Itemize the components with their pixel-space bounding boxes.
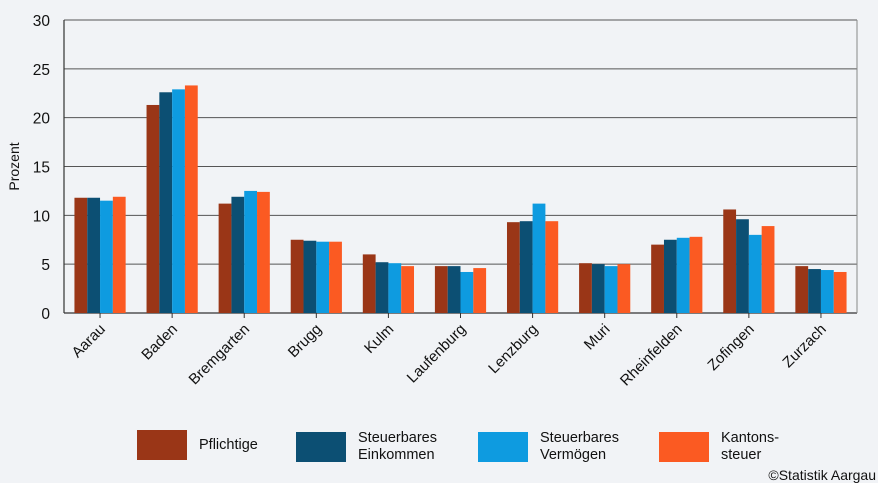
legend-swatch-steuerbares-einkommen: [296, 432, 346, 462]
bar-zurzach-series-3: [833, 271, 847, 313]
y-tick-label: 20: [33, 111, 51, 128]
bar-laufenburg-series-1: [447, 266, 461, 313]
bar-rheinfelden-series-0: [651, 244, 664, 313]
bar-muri-series-2: [604, 266, 618, 313]
x-tick-label: Brugg: [285, 321, 325, 361]
bar-kulm-series-2: [388, 263, 402, 313]
x-tick-label: Laufenburg: [404, 321, 470, 387]
bar-aarau-series-1: [87, 197, 101, 313]
legend-label-pflichtige: Pflichtige: [199, 436, 258, 453]
bar-zofingen-series-3: [761, 226, 775, 313]
bar-brugg-series-3: [329, 241, 342, 313]
bar-aarau-series-2: [100, 200, 113, 313]
bar-lenzburg-series-3: [545, 221, 559, 313]
bar-zurzach-series-1: [808, 269, 821, 313]
bar-zofingen-series-1: [736, 219, 749, 313]
y-tick-label: 25: [33, 62, 50, 79]
bar-zurzach-series-2: [820, 270, 834, 313]
bar-laufenburg-series-3: [473, 268, 487, 313]
legend-item-steuerbares-einkommen: Steuerbares Einkommen: [296, 430, 437, 464]
x-tick-label: Kulm: [361, 321, 397, 357]
bar-lenzburg-series-0: [506, 222, 520, 313]
x-tick-label: Zofingen: [704, 321, 757, 374]
bar-brugg-series-0: [290, 239, 304, 313]
bar-rheinfelden-series-3: [689, 236, 703, 313]
bar-kulm-series-0: [362, 254, 376, 313]
legend-label-steuerbares-einkommen: Steuerbares Einkommen: [358, 430, 437, 463]
bar-baden-series-3: [184, 85, 198, 313]
bar-lenzburg-series-2: [532, 203, 546, 313]
bar-zofingen-series-2: [748, 234, 762, 313]
legend-label-kantonssteuer: Kantons- steuer: [721, 430, 780, 463]
legend-item-kantonssteuer: Kantons- steuer: [659, 430, 779, 464]
bar-bremgarten-series-1: [231, 196, 245, 313]
bar-muri-series-1: [591, 264, 605, 313]
bar-muri-series-3: [617, 264, 631, 313]
bar-laufenburg-series-2: [460, 271, 474, 313]
y-tick-label: 10: [33, 208, 51, 225]
x-tick-label: Zurzach: [779, 321, 829, 371]
x-tick-label: Aarau: [69, 321, 109, 361]
bar-muri-series-0: [579, 263, 592, 313]
bar-laufenburg-series-0: [434, 266, 448, 313]
legend: Pflichtige Steuerbares Einkommen Steuerb…: [0, 424, 878, 474]
bar-bremgarten-series-3: [257, 191, 270, 313]
y-axis-label: Prozent: [6, 142, 22, 190]
x-tick-label: Lenzburg: [485, 321, 541, 377]
legend-swatch-pflichtige: [137, 430, 187, 460]
legend-item-pflichtige: Pflichtige: [137, 430, 258, 460]
copyright-credit: ©Statistik Aargau: [768, 467, 876, 483]
y-tick-label: 15: [33, 160, 50, 177]
bar-kulm-series-1: [375, 262, 389, 313]
x-tick-label: Rheinfelden: [617, 321, 686, 390]
bar-brugg-series-1: [303, 240, 317, 313]
bar-rheinfelden-series-1: [663, 239, 677, 313]
bar-baden-series-1: [159, 92, 173, 313]
bar-baden-series-2: [172, 89, 185, 314]
bar-baden-series-0: [146, 104, 160, 313]
bar-bremgarten-series-2: [244, 190, 258, 313]
bar-lenzburg-series-1: [519, 221, 533, 313]
bar-rheinfelden-series-2: [676, 237, 690, 313]
x-tick-label: Bremgarten: [186, 321, 253, 388]
bar-aarau-series-0: [74, 197, 88, 313]
x-tick-label: Muri: [581, 321, 614, 354]
bar-zurzach-series-0: [795, 266, 809, 313]
bar-kulm-series-3: [401, 266, 415, 313]
bar-zofingen-series-0: [723, 209, 737, 313]
legend-item-steuerbares-vermoegen: Steuerbares Vermögen: [478, 430, 619, 464]
bar-aarau-series-3: [112, 196, 126, 313]
y-tick-label: 5: [41, 257, 50, 274]
bar-bremgarten-series-0: [218, 203, 232, 313]
y-tick-label: 30: [33, 13, 51, 30]
x-tick-label: Baden: [138, 321, 181, 364]
chart-svg: 0 5 10 15 20 25 30 Prozent Aarau Baden Bremgarten B…: [6, 13, 858, 390]
legend-swatch-kantonssteuer: [659, 432, 709, 462]
legend-swatch-steuerbares-vermoegen: [478, 432, 528, 462]
y-tick-label: 0: [41, 306, 50, 323]
bar-brugg-series-2: [316, 241, 330, 313]
legend-label-steuerbares-vermoegen: Steuerbares Vermögen: [540, 430, 619, 463]
